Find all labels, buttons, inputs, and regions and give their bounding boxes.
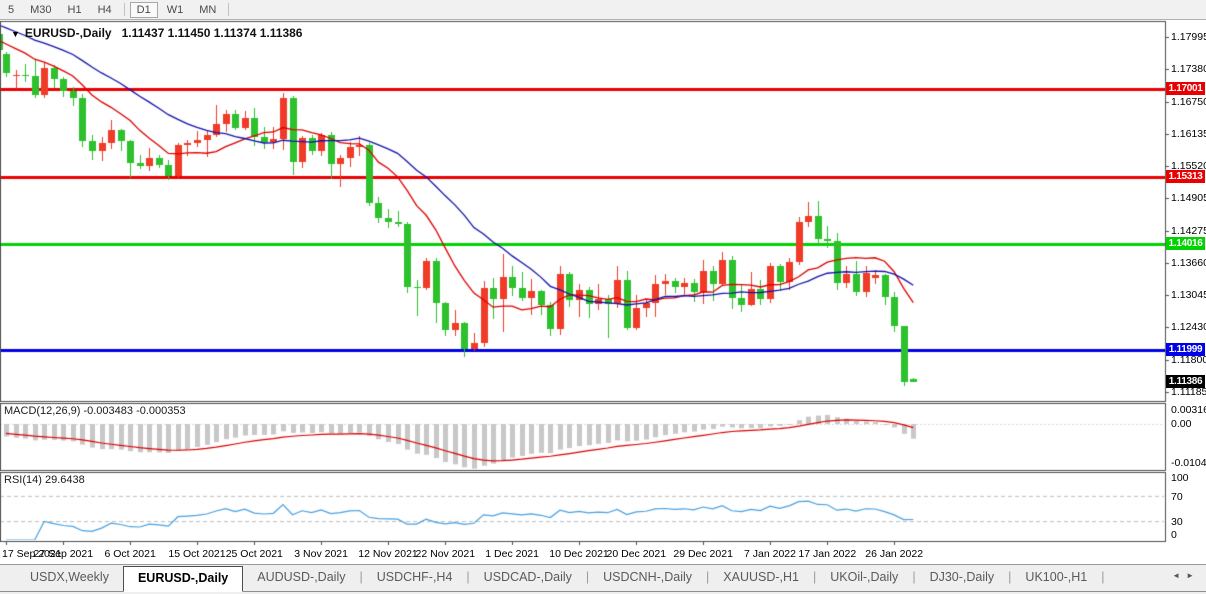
price-line-badge: 1.17001 [1166, 81, 1205, 95]
date-axis-label: 7 Jan 2022 [744, 548, 796, 560]
chart-tab-audusd-daily[interactable]: AUDUSD-,Daily [257, 570, 346, 584]
price-axis-label: 1.13045 [1171, 289, 1206, 302]
chart-title: ▼ EURUSD-,Daily 1.11437 1.11450 1.11374 1.… [11, 26, 302, 40]
chart-tab-uk100-h1[interactable]: UK100-,H1 [1025, 570, 1088, 584]
tab-scroll-left-icon[interactable]: ◄ [1172, 571, 1187, 580]
tab-divider: | [585, 570, 590, 584]
chart-tab-zone: USDX,Weekly EURUSD-,Daily AUDUSD-,Daily | US… [0, 564, 1206, 594]
price-axis-label: 1.12430 [1171, 321, 1206, 334]
price-axis-label: 1.17380 [1171, 63, 1206, 76]
chart-tab-usdcad-daily[interactable]: USDCAD-,Daily [483, 570, 572, 584]
price-axis-label: 1.16750 [1171, 95, 1206, 108]
timeframe-toolbar: 5 M30 H1 H4 D1 W1 MN [0, 0, 1206, 20]
price-line-badge: 1.14016 [1166, 237, 1205, 251]
date-axis-label: 17 Jan 2022 [798, 548, 857, 560]
price-line-badge: 1.11999 [1166, 342, 1205, 356]
rsi-axis-label: 70 [1171, 490, 1183, 503]
tab-divider: | [359, 570, 363, 584]
rsi-axis-label: 0 [1171, 529, 1177, 541]
price-axis-label: 1.14905 [1171, 192, 1206, 205]
timeframe-button-H1[interactable]: H1 [67, 3, 82, 16]
current-price-badge: 1.11386 [1166, 374, 1205, 388]
macd-axis-label: 0.00 [1171, 418, 1192, 430]
tab-divider: | [466, 570, 470, 584]
chart-symbol: EURUSD-,Daily [24, 26, 112, 40]
price-line-badge: 1.15313 [1166, 169, 1205, 183]
date-axis-label: 22 Nov 2021 [415, 548, 476, 560]
date-axis-label: 29 Dec 2021 [673, 548, 733, 560]
timeframe-button-D1[interactable]: D1 [129, 1, 158, 18]
timeframe-button-M30[interactable]: M30 [30, 3, 52, 16]
chart-tab-usdchf-h4[interactable]: USDCHF-,H4 [376, 570, 453, 584]
price-axis-label: 1.15520 [1171, 160, 1206, 173]
date-axis-label: 1 Dec 2021 [485, 548, 539, 560]
toolbar-separator [123, 3, 125, 16]
tab-divider: | [1008, 570, 1012, 584]
chart-tab-usdcnh-daily[interactable]: USDCNH-,Daily [603, 570, 693, 584]
tab-divider: | [912, 570, 916, 584]
date-axis-label: 3 Nov 2021 [294, 548, 348, 560]
chart-ohlc-values: 1.11437 1.11450 1.11374 1.11386 [121, 26, 303, 40]
date-axis-label: 17 Sep 2021 [2, 548, 62, 560]
tab-divider: | [1101, 570, 1105, 584]
price-axis-label: 1.11800 [1171, 353, 1206, 366]
price-axis-label: 1.17995 [1171, 31, 1206, 43]
price-axis-label: 1.16135 [1171, 127, 1206, 140]
date-axis-label: 25 Oct 2021 [225, 548, 283, 560]
macd-indicator-label: MACD(12,26,9) -0.003483 -0.000353 [4, 405, 186, 417]
timeframe-button-MN[interactable]: MN [199, 3, 217, 16]
tab-scroll-right-icon[interactable]: ► [1186, 571, 1200, 580]
macd-axis-label: 0.003165 [1171, 404, 1206, 417]
tab-divider: | [706, 570, 710, 584]
date-axis-label: 10 Dec 2021 [549, 548, 609, 560]
chart-tab-xauusd-h1[interactable]: XAUUSD-,H1 [723, 570, 799, 584]
toolbar-separator [228, 3, 230, 16]
chart-tab-eurusd-daily[interactable]: EURUSD-,Daily [122, 566, 244, 592]
macd-axis-label: -0.01043 [1171, 457, 1206, 469]
chart-tab-ukoil-daily[interactable]: UKOil-,Daily [830, 570, 899, 584]
date-axis-label: 6 Oct 2021 [104, 548, 156, 560]
rsi-axis-label: 30 [1171, 516, 1183, 529]
symbol-triangle-icon: ▼ [11, 29, 20, 39]
tab-scroll-arrows[interactable]: ◄► [1172, 571, 1200, 580]
date-axis-label: 26 Jan 2022 [865, 548, 924, 560]
date-axis[interactable]: 17 Sep 2021 27 Sep 2021 6 Oct 2021 15 Oct 2… [0, 548, 1206, 564]
date-axis-label: 12 Nov 2021 [358, 548, 418, 560]
chart-tab-dj30-daily[interactable]: DJ30-,Daily [929, 570, 995, 584]
chart-tabbar: USDX,Weekly EURUSD-,Daily AUDUSD-,Daily | US… [0, 566, 1206, 592]
rsi-axis-label: 100 [1171, 472, 1189, 484]
price-axis-label: 1.13660 [1171, 256, 1206, 269]
date-axis-label: 15 Oct 2021 [168, 548, 226, 560]
tab-divider: | [813, 570, 817, 584]
timeframe-button-W1[interactable]: W1 [166, 3, 184, 16]
price-axis-label: 1.14275 [1171, 224, 1206, 237]
timeframe-button-H4[interactable]: H4 [97, 3, 112, 16]
rsi-indicator-label: RSI(14) 29.6438 [4, 474, 85, 486]
date-axis-label: 27 Sep 2021 [33, 548, 94, 560]
price-axis-label: 1.11185 [1171, 386, 1206, 398]
date-axis-label: 20 Dec 2021 [606, 548, 667, 560]
timeframe-button-5[interactable]: 5 [8, 3, 15, 16]
chart-tab-usdx-weekly[interactable]: USDX,Weekly [30, 570, 109, 584]
